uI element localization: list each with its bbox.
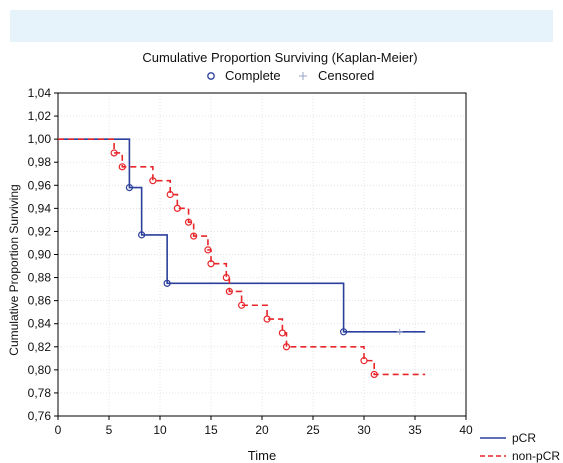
complete-point xyxy=(149,177,157,185)
y-tick-label: 0,76 xyxy=(28,409,52,423)
complete-point xyxy=(225,287,233,296)
header-band xyxy=(10,10,553,42)
x-tick-label: 20 xyxy=(255,423,269,437)
x-axis-label: Time xyxy=(248,448,276,463)
x-tick-label: 15 xyxy=(204,423,218,437)
complete-point xyxy=(118,163,126,171)
complete-point xyxy=(360,357,368,365)
complete-point xyxy=(282,343,291,351)
chart-title: Cumulative Proportion Surviving (Kaplan-… xyxy=(142,50,417,65)
complete-point xyxy=(138,231,146,239)
y-tick-label: 1,00 xyxy=(28,132,52,146)
complete-point xyxy=(173,204,181,212)
y-tick-label: 0,84 xyxy=(28,317,52,331)
complete-point xyxy=(204,246,212,254)
complete-point xyxy=(166,190,174,199)
complete-point xyxy=(263,315,271,323)
y-tick-label: 0,82 xyxy=(28,340,52,354)
complete-point xyxy=(184,218,193,226)
complete-point xyxy=(222,273,230,282)
complete-point xyxy=(370,370,378,379)
gridlines xyxy=(58,93,466,416)
y-tick-label: 0,90 xyxy=(28,248,52,262)
axes: 0 5 10 15 20 25 30 35 40 0,76 0,78 0,80 0,82 0,84 0,86… xyxy=(28,86,473,437)
complete-point xyxy=(238,301,246,309)
censored-legend-marker xyxy=(299,72,307,80)
y-tick-label: 0,98 xyxy=(28,155,52,169)
legend-label-non-pcr: non-pCR xyxy=(512,449,560,463)
censored-point xyxy=(396,328,403,335)
x-tick-label: 5 xyxy=(106,423,113,437)
x-tick-label: 30 xyxy=(357,423,371,437)
y-tick-label: 0,96 xyxy=(28,178,52,192)
x-tick-label: 0 xyxy=(55,423,62,437)
y-axis-label: Cumulative Proportion Surviving xyxy=(7,184,21,355)
y-tick-label: 0,88 xyxy=(28,271,52,285)
x-tick-label: 25 xyxy=(306,423,320,437)
legend-label-pcr: pCR xyxy=(512,431,536,445)
censored-legend-label: Censored xyxy=(318,68,374,83)
series-line-pcr xyxy=(58,138,426,333)
top-legend: Complete Censored xyxy=(207,68,374,83)
complete-legend-marker xyxy=(207,72,215,80)
series-legend: pCR non-pCR xyxy=(480,431,560,463)
y-tick-label: 0,78 xyxy=(28,386,52,400)
series-non-pcr xyxy=(58,138,426,379)
y-tick-label: 1,04 xyxy=(28,86,52,100)
series-pcr xyxy=(58,138,426,336)
complete-point xyxy=(125,183,133,192)
legend-item-pcr: pCR xyxy=(480,431,536,445)
complete-point xyxy=(340,328,348,336)
y-tick-label: 0,86 xyxy=(28,294,52,308)
series-layer xyxy=(58,138,426,379)
series-line-non-pcr xyxy=(58,138,426,376)
y-tick-label: 1,02 xyxy=(28,109,52,123)
x-tick-label: 40 xyxy=(459,423,473,437)
complete-point xyxy=(278,329,286,337)
complete-point xyxy=(190,232,198,240)
x-tick-label: 10 xyxy=(153,423,167,437)
complete-legend-label: Complete xyxy=(225,68,281,83)
complete-point xyxy=(163,279,171,287)
complete-point xyxy=(207,260,215,268)
legend-item-non-pcr: non-pCR xyxy=(480,449,560,463)
y-tick-label: 0,94 xyxy=(28,201,52,215)
y-tick-label: 0,80 xyxy=(28,363,52,377)
complete-point xyxy=(110,149,118,157)
x-tick-label: 35 xyxy=(408,423,422,437)
y-tick-label: 0,92 xyxy=(28,224,52,238)
